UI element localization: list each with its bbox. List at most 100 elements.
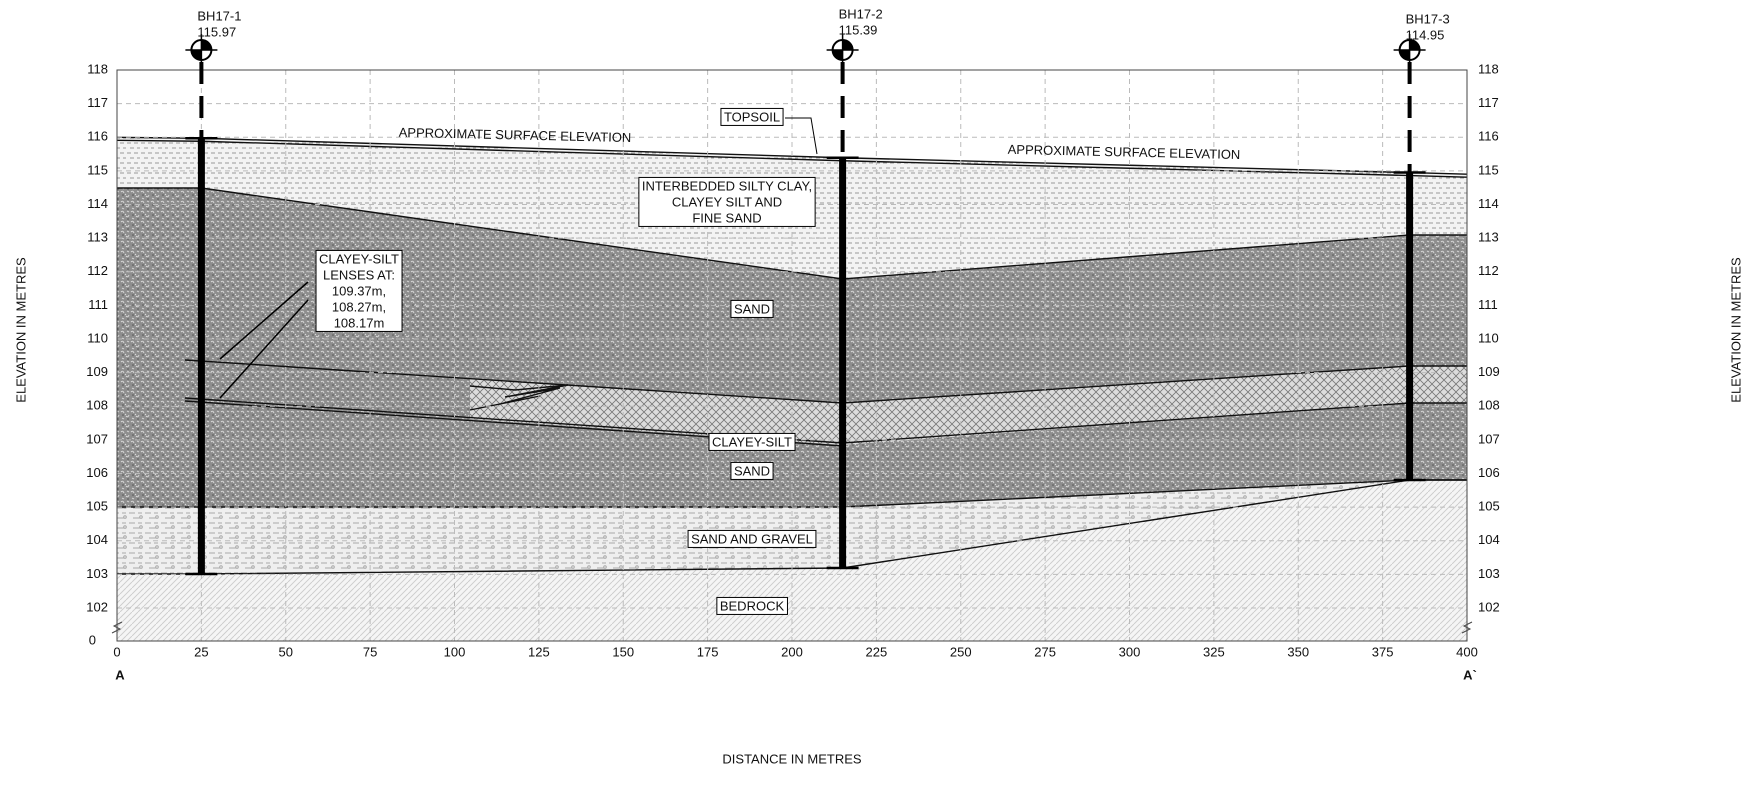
axis-break [111,621,123,634]
y-tick-label: 103 [1478,566,1500,581]
x-tick-label: 50 [279,644,293,659]
axis-break [1461,621,1473,634]
x-tick-label: 125 [528,644,550,659]
y-tick-label: 105 [1478,499,1500,514]
y-tick-label: 104 [1478,532,1500,547]
y-tick-label: 102 [1478,599,1500,614]
surface-label: APPROXIMATE SURFACE ELEVATION [399,125,632,145]
y-axis-title: ELEVATION IN METRES [1728,257,1743,403]
borehole-symbol [1393,34,1426,66]
clayey-silt-label-box [708,432,796,451]
silty-clay-label: INTERBEDDED SILTY CLAY,CLAYEY SILT ANDFI… [638,176,816,227]
borehole-elevation: 115.39 [839,22,878,37]
borehole-symbol [185,34,218,66]
y-tick-label: 112 [87,263,108,278]
clayey-silt-label-text: CLAYEY-SILT [712,434,792,449]
x-tick-label: 350 [1287,644,1309,659]
silty-clay-label-box [638,176,816,227]
y-tick-label: 103 [86,566,108,581]
y-tick-label: 106 [1478,465,1500,480]
y-tick-label: 111 [1478,297,1498,312]
bedrock-label-box [716,596,788,615]
boundary [184,359,1467,404]
y-tick-label: 113 [1478,230,1499,245]
y-axis-title: ELEVATION IN METRES [13,257,28,403]
y-tick-label: 113 [87,230,108,245]
clayey-silt-label: CLAYEY-SILT [708,432,796,451]
y-tick-label: 102 [86,599,108,614]
silty-clay-label-text: CLAYEY SILT AND [672,194,782,209]
sand-gravel-label-box [687,529,817,548]
silty-clay-label-text: INTERBEDDED SILTY CLAY, [642,178,812,193]
topsoil-label-text: TOPSOIL [724,109,780,124]
y-tick-label: 105 [86,499,108,514]
x-tick-label: 225 [866,644,888,659]
topsoil-label: TOPSOIL [720,107,784,126]
y-tick-label: 117 [1478,95,1499,110]
sand-label: SAND [730,461,774,480]
sand-label-box [730,461,774,480]
x-tick-label: 75 [363,644,377,659]
y-tick-label: 118 [87,61,108,76]
layer [470,366,1467,445]
x-tick-label: 400 [1456,644,1478,659]
lenses-label-text: 109.37m, [332,283,386,298]
bedrock-label-text: BEDROCK [720,598,785,613]
frame [116,69,1468,642]
bedrock-label: BEDROCK [716,596,788,615]
y-tick-label: 104 [86,532,108,547]
x-tick-label: 250 [950,644,972,659]
section-end: A` [1463,667,1477,682]
leader [219,281,309,399]
x-tick-label: 275 [1034,644,1056,659]
leader [785,117,818,155]
x-tick-label: 150 [612,644,634,659]
y-tick-label: 107 [86,431,108,446]
y-tick-label: 107 [1478,431,1500,446]
sand-label-box [730,299,774,318]
sand-label: SAND [730,299,774,318]
x-axis-title: DISTANCE IN METRES [722,751,861,766]
interfinger [469,384,569,411]
y-tick-label: 115 [87,162,108,177]
sand-label-text: SAND [734,301,770,316]
borehole-name: BH17-2 [839,6,883,21]
layer [117,188,1467,507]
y-tick-label: 112 [1478,263,1499,278]
lenses-label-text: 108.27m, [332,299,386,314]
x-tick-label: 375 [1372,644,1394,659]
y-tick-label: 114 [87,196,108,211]
borehole-elevation: 114.95 [1406,27,1445,42]
y-tick-label: 117 [87,95,108,110]
sand-gravel-label-text: SAND AND GRAVEL [691,531,813,546]
x-tick-label: 0 [113,644,120,659]
x-tick-label: 25 [194,644,208,659]
boundary [184,397,1467,444]
x-tick-label: 200 [781,644,803,659]
y-tick-label: 118 [1478,61,1499,76]
y-tick-label: 109 [1478,364,1500,379]
x-tick-label: 175 [697,644,719,659]
borehole-elevation: 115.97 [197,24,236,39]
y-tick-label: 109 [86,364,108,379]
borehole-name: BH17-1 [197,8,241,23]
x-tick-label: 100 [444,644,466,659]
topsoil-label-box [720,107,784,126]
borehole-symbol [826,34,859,66]
silty-clay-label-text: FINE SAND [692,210,761,225]
foreground: 0 25 50 75 100 125 150 175 200 225 250 275 300 325 350… [13,6,1743,766]
y-tick-label: 111 [88,297,108,312]
lenses-label-text: CLAYEY-SILT [319,251,399,266]
lenses-label-text: 108.17m [334,315,385,330]
lenses-label-text: LENSES AT: [323,267,395,282]
y-tick-label: 108 [86,398,108,413]
borehole-name: BH17-3 [1406,11,1450,26]
sand-gravel-label: SAND AND GRAVEL [687,529,817,548]
sand-label-text: SAND [734,463,770,478]
surface-label: APPROXIMATE SURFACE ELEVATION [1008,142,1241,162]
y-tick-label: 110 [1478,330,1499,345]
lenses-label-box [315,249,403,332]
x-tick-label: 300 [1119,644,1141,659]
